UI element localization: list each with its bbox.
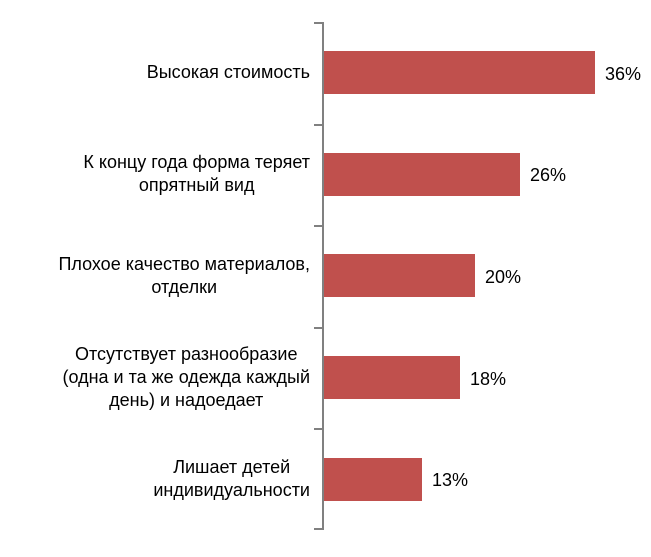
category-label-cell: Плохое качество материалов, отделки <box>0 225 310 327</box>
value-label: 18% <box>470 368 507 389</box>
chart-row: Лишает детей индивидуальности 13% <box>0 428 651 530</box>
category-label: Отсутствует разнообразие (одна и та же о… <box>62 344 310 411</box>
value-label: 26% <box>530 165 567 186</box>
category-label: К концу года форма теряет опрятный вид <box>83 152 310 196</box>
category-label-cell: Высокая стоимость <box>0 22 310 124</box>
plot-area: Высокая стоимость 36% К концу года форма т… <box>0 22 651 530</box>
axis-tick <box>314 124 322 126</box>
chart-row: Отсутствует разнообразие (одна и та же о… <box>0 327 651 429</box>
bar <box>324 457 422 501</box>
bar <box>324 254 475 298</box>
category-label-cell: Лишает детей индивидуальности <box>0 428 310 530</box>
chart-row: К концу года форма теряет опрятный вид 26… <box>0 124 651 226</box>
category-label-cell: Отсутствует разнообразие (одна и та же о… <box>0 327 310 429</box>
value-label: 36% <box>605 63 642 84</box>
bar <box>324 51 595 95</box>
bar <box>324 152 520 196</box>
category-label: Плохое качество материалов, отделки <box>58 253 310 297</box>
axis-tick <box>314 528 322 530</box>
axis-tick <box>314 22 322 24</box>
chart-row: Высокая стоимость 36% <box>0 22 651 124</box>
value-label: 20% <box>485 266 522 287</box>
category-axis-line <box>322 22 324 530</box>
category-label: Лишает детей индивидуальности <box>153 457 310 501</box>
category-label: Высокая стоимость <box>146 62 310 83</box>
chart-row: Плохое качество материалов, отделки 20% <box>0 225 651 327</box>
axis-tick <box>314 327 322 329</box>
axis-tick <box>314 428 322 430</box>
axis-tick <box>314 225 322 227</box>
value-label: 13% <box>432 470 469 491</box>
category-label-cell: К концу года форма теряет опрятный вид <box>0 124 310 226</box>
bar <box>324 356 460 400</box>
